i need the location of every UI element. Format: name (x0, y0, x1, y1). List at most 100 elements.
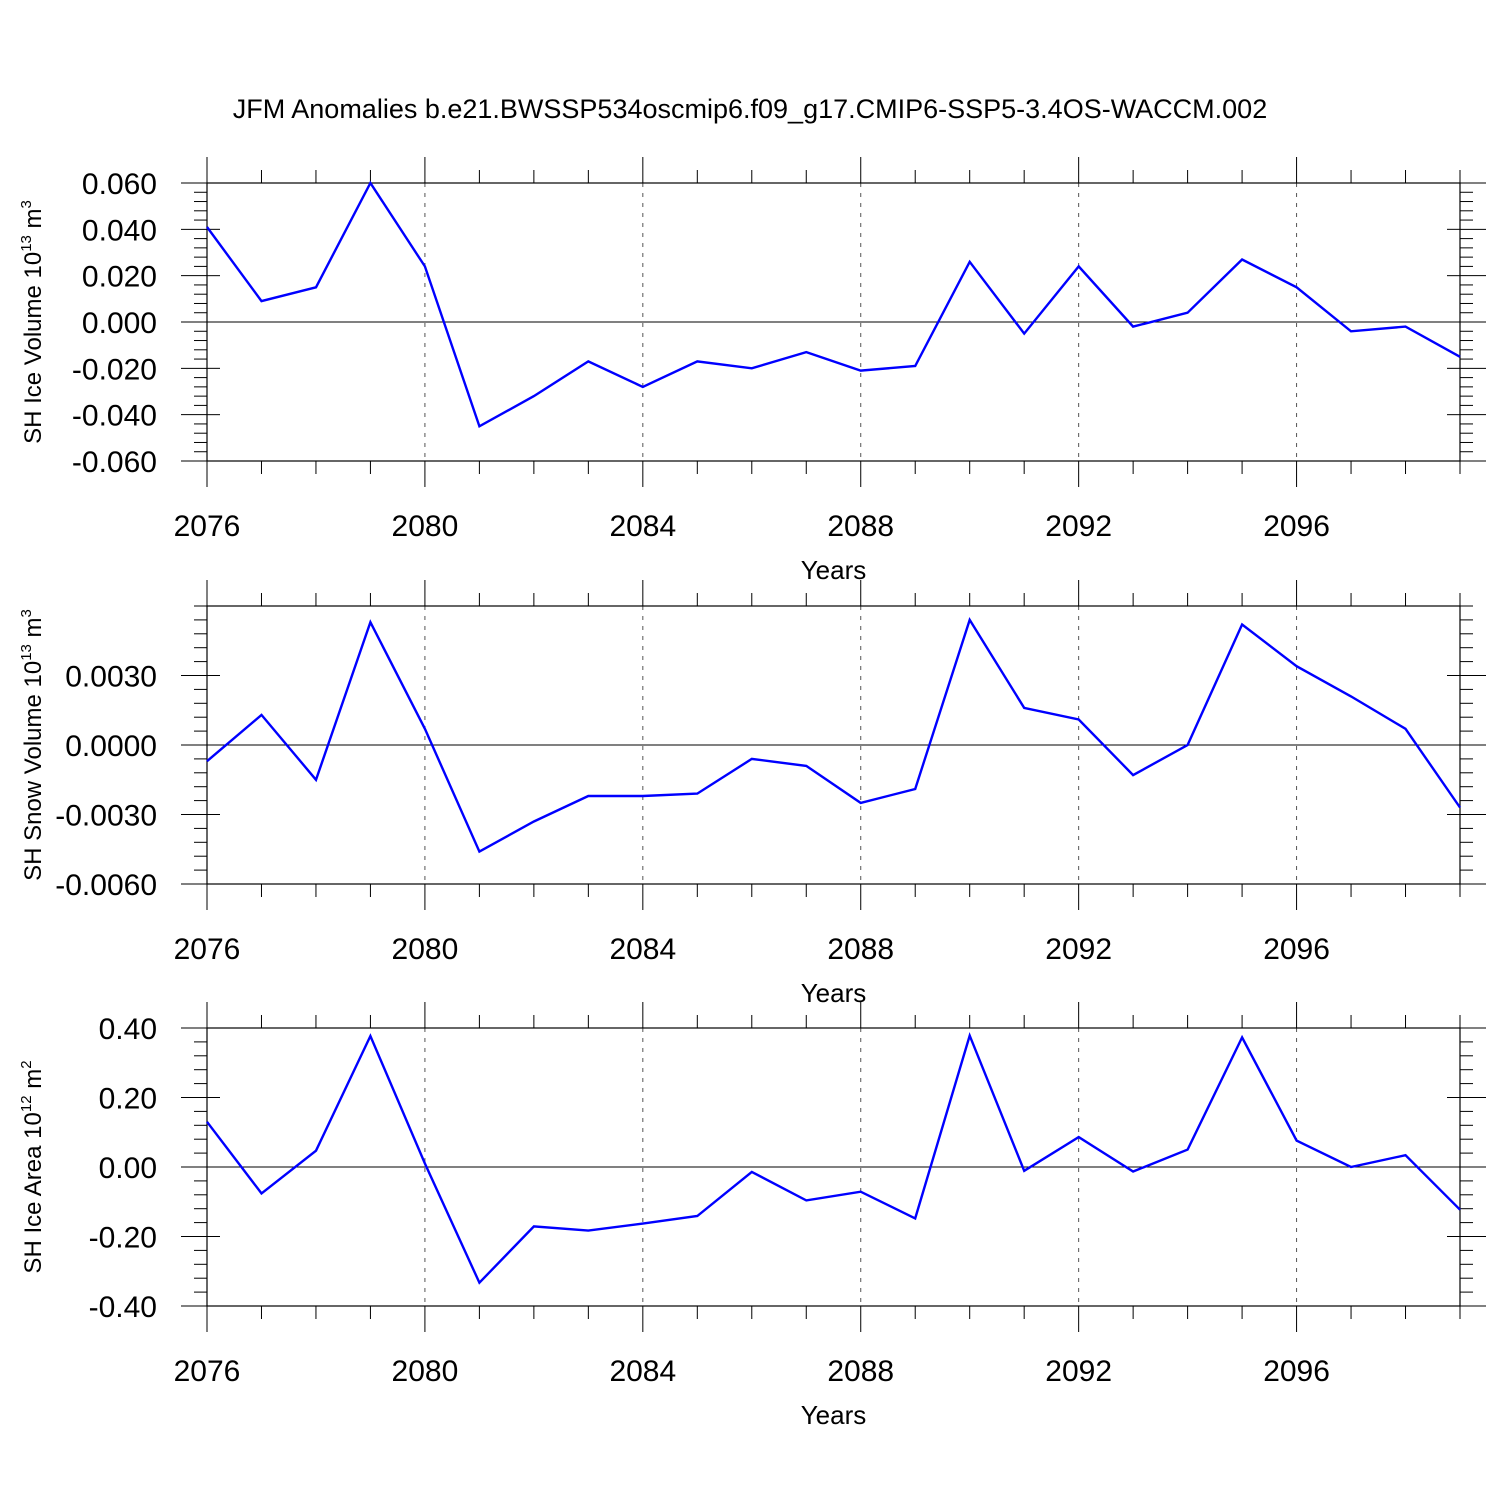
data-point (1131, 325, 1135, 329)
x-tick-label: 2084 (609, 933, 676, 966)
data-point (368, 181, 372, 185)
y-tick-label: -0.0060 (55, 869, 157, 902)
y-axis-label: SH Ice Volume 1013 m3 (18, 200, 47, 444)
x-tick-label: 2076 (174, 1355, 241, 1388)
panel-3: 0.40 0.20 0.00 -0.20 -0.40 2076 2080 2084 2088 20… (18, 1002, 1486, 1430)
y-tick-label: -0.40 (89, 1291, 157, 1324)
y-tick-label: 0.060 (82, 168, 157, 201)
x-tick-label: 2084 (609, 510, 676, 543)
y-axis-label: SH Ice Area 1012 m2 (18, 1060, 47, 1273)
panel-2: 0.0030 0.0000 -0.0030 -0.0060 2076 2080 2084 20… (18, 580, 1486, 1008)
data-point (750, 757, 754, 761)
data-point (968, 618, 972, 622)
data-point (477, 424, 481, 428)
data-point (1404, 325, 1408, 329)
data-point (804, 1198, 808, 1202)
panels-group: 0.060 0.040 0.020 0.000 -0.020 -0.040 -0.060 20… (18, 157, 1486, 1430)
x-tick-label: 2084 (609, 1355, 676, 1388)
y-tick-label: 0.20 (99, 1083, 157, 1116)
data-point (750, 366, 754, 370)
data-point (1458, 355, 1462, 359)
data-point (1458, 1208, 1462, 1212)
y-tick-label: 0.40 (99, 1013, 157, 1046)
data-point (968, 260, 972, 264)
data-point (913, 787, 917, 791)
data-point (641, 385, 645, 389)
data-point (1240, 623, 1244, 627)
data-point (586, 359, 590, 363)
data-point (423, 1162, 427, 1166)
data-point (695, 359, 699, 363)
data-point (205, 1120, 209, 1124)
data-point (1349, 1165, 1353, 1169)
data-point (1404, 727, 1408, 731)
x-tick-label: 2092 (1045, 1355, 1112, 1388)
data-point (1022, 332, 1026, 336)
panel-1: 0.060 0.040 0.020 0.000 -0.020 -0.040 -0.060 20… (18, 157, 1486, 585)
y-tick-label: 0.020 (82, 261, 157, 294)
y-tick-label: 0.000 (82, 307, 157, 340)
data-point (532, 1224, 536, 1228)
x-tick-label: 2096 (1263, 1355, 1330, 1388)
data-point (859, 369, 863, 373)
y-tick-label: 0.040 (82, 214, 157, 247)
x-tick-label: 2088 (827, 510, 894, 543)
data-point (641, 1222, 645, 1226)
data-point (913, 364, 917, 368)
x-axis-label: Years (801, 555, 867, 585)
x-tick-label: 2092 (1045, 510, 1112, 543)
data-point (1186, 311, 1190, 315)
x-axis-label: Years (801, 1400, 867, 1430)
data-point (695, 792, 699, 796)
x-tick-label: 2096 (1263, 510, 1330, 543)
chart-title: JFM Anomalies b.e21.BWSSP534oscmip6.f09_… (233, 94, 1267, 124)
data-point (368, 620, 372, 624)
data-point (259, 1191, 263, 1195)
x-tick-label: 2076 (174, 510, 241, 543)
data-point (1295, 285, 1299, 289)
data-point (1349, 329, 1353, 333)
data-point (1077, 1135, 1081, 1139)
data-point (314, 1149, 318, 1153)
data-point (1186, 743, 1190, 747)
data-point (859, 1190, 863, 1194)
data-point (259, 299, 263, 303)
data-point (586, 1229, 590, 1233)
data-point (586, 794, 590, 798)
data-point (259, 713, 263, 717)
series-line (206, 180, 1461, 429)
data-point (1131, 773, 1135, 777)
data-point (913, 1216, 917, 1220)
x-tick-label: 2092 (1045, 933, 1112, 966)
y-tick-label: -0.20 (89, 1222, 157, 1255)
data-point (1022, 706, 1026, 710)
x-tick-label: 2080 (392, 510, 459, 543)
x-tick-label: 2076 (174, 933, 241, 966)
x-tick-label: 2080 (392, 1355, 459, 1388)
data-point (477, 850, 481, 854)
data-point (1349, 694, 1353, 698)
data-point (532, 819, 536, 823)
y-tick-label: -0.020 (72, 353, 157, 386)
data-point (804, 764, 808, 768)
y-tick-label: 0.0030 (65, 661, 157, 694)
data-point (1295, 1139, 1299, 1143)
data-point (968, 1034, 972, 1038)
data-point (314, 778, 318, 782)
x-tick-label: 2096 (1263, 933, 1330, 966)
series-line (206, 1031, 1461, 1285)
data-point (423, 264, 427, 268)
y-tick-label: 0.00 (99, 1152, 157, 1185)
data-point (1404, 1153, 1408, 1157)
data-point (205, 759, 209, 763)
data-point (314, 285, 318, 289)
data-point (1458, 806, 1462, 810)
data-point (1240, 257, 1244, 261)
x-tick-label: 2088 (827, 933, 894, 966)
data-point (695, 1214, 699, 1218)
data-point (1295, 664, 1299, 668)
y-tick-label: 0.0000 (65, 730, 157, 763)
data-point (1022, 1169, 1026, 1173)
data-point (641, 794, 645, 798)
